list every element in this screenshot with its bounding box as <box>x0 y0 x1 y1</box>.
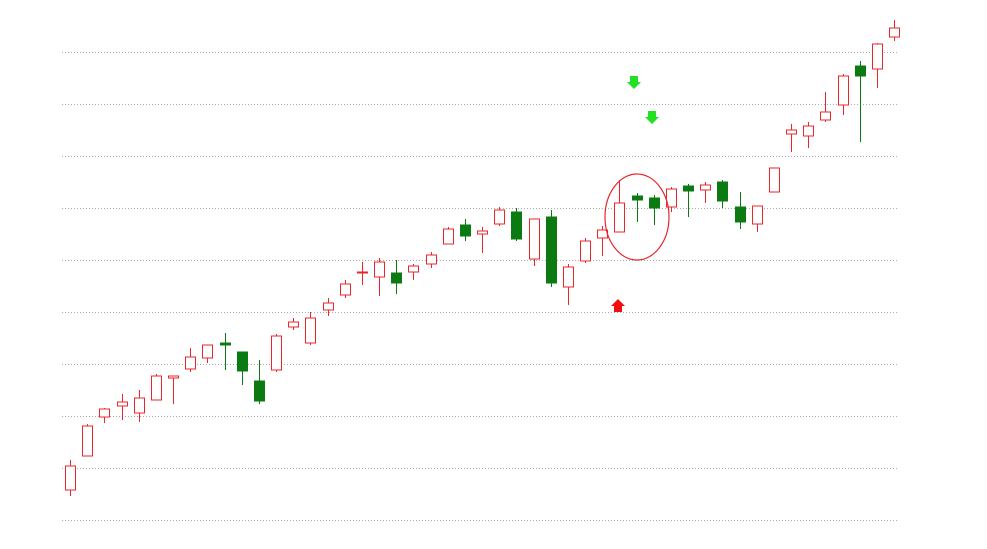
candle-body <box>271 335 282 371</box>
candle-body <box>752 205 763 225</box>
up-arrow <box>611 299 625 312</box>
candle-body <box>563 266 574 288</box>
candle-body <box>460 224 471 237</box>
down-arrow <box>627 76 641 89</box>
candle-body <box>614 202 625 233</box>
candle-body <box>254 380 265 402</box>
candle-body <box>803 125 814 137</box>
candle-body <box>511 211 522 240</box>
candle-body <box>168 375 179 379</box>
candle-body <box>151 375 162 401</box>
candle-body <box>855 65 866 77</box>
candle-body <box>443 228 454 245</box>
highlight-circle <box>604 173 670 261</box>
candle-body <box>323 302 334 311</box>
candle-body <box>683 185 694 192</box>
candle-body <box>546 216 557 284</box>
candle-body <box>889 27 900 38</box>
candle-body <box>820 111 831 121</box>
candle-body <box>838 75 849 106</box>
candle-body <box>374 261 385 278</box>
candle-body <box>65 465 76 491</box>
candle-body <box>494 209 505 225</box>
candle-body <box>185 356 196 370</box>
down-arrow <box>645 111 659 124</box>
candle-body <box>580 240 591 262</box>
candle-body <box>99 408 110 418</box>
candle-body <box>220 342 231 346</box>
candle-body <box>202 344 213 359</box>
candle-body <box>649 197 660 209</box>
candle-body <box>872 43 883 70</box>
candle-body <box>477 230 488 235</box>
candle-body <box>700 184 711 191</box>
candle-body <box>391 272 402 284</box>
candle-body <box>529 218 540 260</box>
candle-body <box>426 254 437 265</box>
candle-body <box>632 195 643 201</box>
candle-body <box>305 317 316 344</box>
candle-body <box>735 206 746 223</box>
candle-body <box>597 229 608 239</box>
candle-body <box>117 401 128 407</box>
candle-body <box>408 265 419 273</box>
candle-body <box>357 271 368 274</box>
candle-body <box>717 181 728 202</box>
candle-body <box>769 167 780 193</box>
candle-body <box>288 321 299 328</box>
candle-body <box>666 188 677 208</box>
candle-body <box>82 425 93 457</box>
candle-body <box>340 283 351 296</box>
candle-body <box>237 351 248 372</box>
candle-body <box>786 129 797 135</box>
candle-body <box>134 397 145 414</box>
